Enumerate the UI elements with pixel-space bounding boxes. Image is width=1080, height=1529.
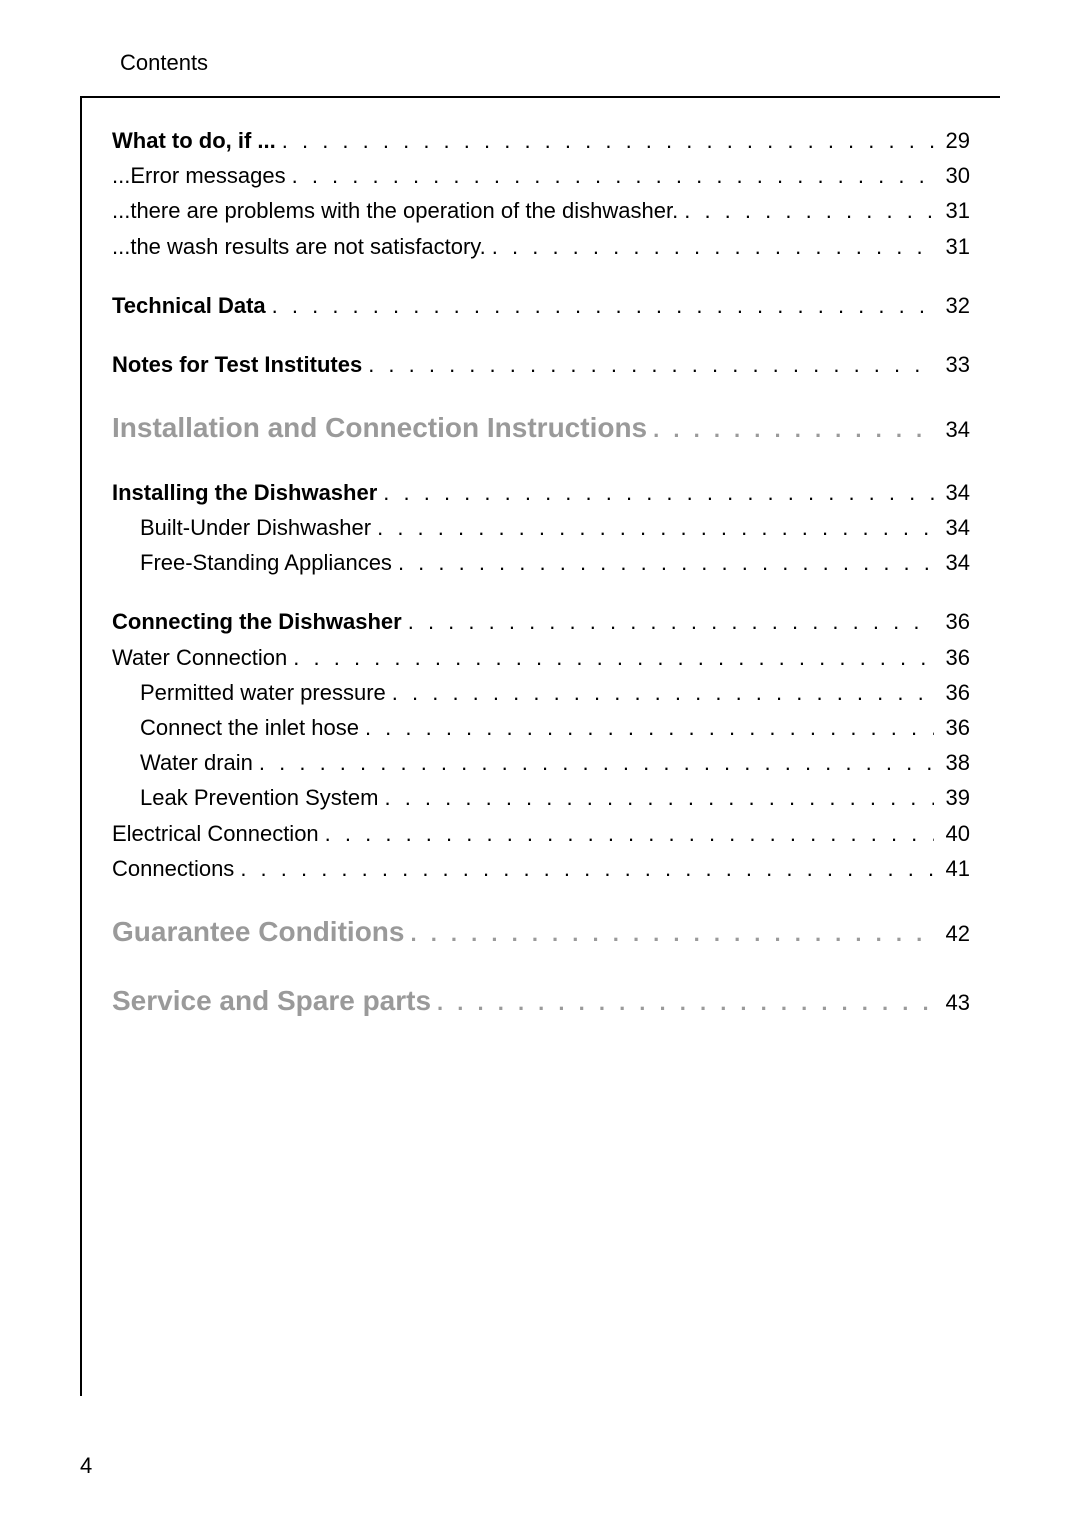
toc-label: What to do, if ... — [112, 123, 276, 158]
toc-page: 41 — [934, 851, 970, 886]
toc-label: ...there are problems with the operation… — [112, 193, 678, 228]
toc-label: Technical Data — [112, 288, 266, 323]
toc-dots: . . . . . . . . . . . . . . . . . . . . … — [431, 985, 934, 1020]
toc-label: Permitted water pressure — [112, 675, 386, 710]
toc-dots: . . . . . . . . . . . . . . . . . . . . … — [386, 675, 934, 710]
toc-dots: . . . . . . . . . . . . . . . . . . . . … — [377, 475, 934, 510]
toc-dots: . . . . . . . . . . . . . . . . . . . . … — [319, 816, 934, 851]
toc-dots: . . . . . . . . . . . . . . . . . . . . … — [253, 745, 934, 780]
toc-row: Electrical Connection. . . . . . . . . .… — [112, 816, 970, 851]
toc-page: 31 — [934, 229, 970, 264]
toc-row: Notes for Test Institutes. . . . . . . .… — [112, 347, 970, 382]
toc-page: 34 — [934, 545, 970, 580]
toc-row: ...there are problems with the operation… — [112, 193, 970, 228]
toc-page: 34 — [934, 510, 970, 545]
toc-label: Leak Prevention System — [112, 780, 378, 815]
toc-row: Technical Data. . . . . . . . . . . . . … — [112, 288, 970, 323]
toc-group: Guarantee Conditions. . . . . . . . . . … — [112, 910, 970, 955]
toc-group: Installation and Connection Instructions… — [112, 406, 970, 451]
toc-label: ...Error messages — [112, 158, 286, 193]
toc-dots: . . . . . . . . . . . . . . . . . . . . … — [234, 851, 934, 886]
toc-row: Connections. . . . . . . . . . . . . . .… — [112, 851, 970, 886]
toc-page: 34 — [934, 412, 970, 447]
toc-dots: . . . . . . . . . . . . . . . . . . . . … — [286, 158, 934, 193]
toc-dots: . . . . . . . . . . . . . . . . . . . . … — [378, 780, 934, 815]
toc-dots: . . . . . . . . . . . . . . . . . . . . … — [359, 710, 934, 745]
toc-label: Free-Standing Appliances — [112, 545, 392, 580]
toc-dots: . . . . . . . . . . . . . . . . . . . . … — [362, 347, 934, 382]
toc-row: Connect the inlet hose. . . . . . . . . … — [112, 710, 970, 745]
toc-group: Notes for Test Institutes. . . . . . . .… — [112, 347, 970, 382]
toc-row: What to do, if .... . . . . . . . . . . … — [112, 123, 970, 158]
toc-page: 38 — [934, 745, 970, 780]
toc-label: Water drain — [112, 745, 253, 780]
toc-page: 36 — [934, 604, 970, 639]
toc-page: 32 — [934, 288, 970, 323]
toc-dots: . . . . . . . . . . . . . . . . . . . . … — [402, 604, 934, 639]
toc-page: 34 — [934, 475, 970, 510]
toc-row: Built-Under Dishwasher. . . . . . . . . … — [112, 510, 970, 545]
toc-container: What to do, if .... . . . . . . . . . . … — [112, 123, 970, 1024]
page-container: Contents What to do, if .... . . . . . .… — [0, 0, 1080, 1529]
toc-group: Technical Data. . . . . . . . . . . . . … — [112, 288, 970, 323]
toc-label: Connect the inlet hose — [112, 710, 359, 745]
toc-page: 31 — [934, 193, 970, 228]
toc-row: Connecting the Dishwasher. . . . . . . .… — [112, 604, 970, 639]
content-box: What to do, if .... . . . . . . . . . . … — [80, 96, 1000, 1396]
toc-page: 30 — [934, 158, 970, 193]
toc-page: 36 — [934, 675, 970, 710]
toc-dots: . . . . . . . . . . . . . . . . . . . . … — [486, 229, 934, 264]
toc-row: Leak Prevention System. . . . . . . . . … — [112, 780, 970, 815]
toc-row: Water drain. . . . . . . . . . . . . . .… — [112, 745, 970, 780]
toc-page: 39 — [934, 780, 970, 815]
toc-label: Water Connection — [112, 640, 287, 675]
toc-row: ...Error messages. . . . . . . . . . . .… — [112, 158, 970, 193]
toc-group: Installing the Dishwasher. . . . . . . .… — [112, 475, 970, 581]
page-header: Contents — [80, 50, 1000, 76]
toc-row: Installing the Dishwasher. . . . . . . .… — [112, 475, 970, 510]
toc-dots: . . . . . . . . . . . . . . . . . . . . … — [276, 123, 934, 158]
toc-page: 33 — [934, 347, 970, 382]
toc-label: Guarantee Conditions — [112, 910, 404, 955]
toc-row: Free-Standing Appliances. . . . . . . . … — [112, 545, 970, 580]
toc-page: 36 — [934, 640, 970, 675]
toc-row: Guarantee Conditions. . . . . . . . . . … — [112, 910, 970, 955]
toc-label: Built-Under Dishwasher — [112, 510, 371, 545]
toc-dots: . . . . . . . . . . . . . . . . . . . . … — [392, 545, 934, 580]
toc-label: Installing the Dishwasher — [112, 475, 377, 510]
toc-label: Notes for Test Institutes — [112, 347, 362, 382]
toc-label: Connecting the Dishwasher — [112, 604, 402, 639]
toc-label: Connections — [112, 851, 234, 886]
toc-row: ...the wash results are not satisfactory… — [112, 229, 970, 264]
toc-dots: . . . . . . . . . . . . . . . . . . . . … — [266, 288, 934, 323]
toc-group: Service and Spare parts. . . . . . . . .… — [112, 979, 970, 1024]
toc-dots: . . . . . . . . . . . . . . . . . . . . … — [647, 412, 934, 447]
page-number: 4 — [80, 1453, 92, 1479]
toc-row: Service and Spare parts. . . . . . . . .… — [112, 979, 970, 1024]
toc-row: Permitted water pressure. . . . . . . . … — [112, 675, 970, 710]
toc-dots: . . . . . . . . . . . . . . . . . . . . … — [371, 510, 934, 545]
toc-label: Electrical Connection — [112, 816, 319, 851]
toc-page: 36 — [934, 710, 970, 745]
toc-page: 43 — [934, 985, 970, 1020]
toc-dots: . . . . . . . . . . . . . . . . . . . . … — [287, 640, 934, 675]
toc-page: 29 — [934, 123, 970, 158]
toc-label: ...the wash results are not satisfactory… — [112, 229, 486, 264]
toc-page: 42 — [934, 916, 970, 951]
toc-group: What to do, if .... . . . . . . . . . . … — [112, 123, 970, 264]
toc-label: Installation and Connection Instructions — [112, 406, 647, 451]
toc-dots: . . . . . . . . . . . . . . . . . . . . … — [678, 193, 934, 228]
toc-dots: . . . . . . . . . . . . . . . . . . . . … — [404, 916, 934, 951]
toc-page: 40 — [934, 816, 970, 851]
toc-label: Service and Spare parts — [112, 979, 431, 1024]
toc-row: Water Connection. . . . . . . . . . . . … — [112, 640, 970, 675]
toc-group: Connecting the Dishwasher. . . . . . . .… — [112, 604, 970, 886]
toc-row: Installation and Connection Instructions… — [112, 406, 970, 451]
